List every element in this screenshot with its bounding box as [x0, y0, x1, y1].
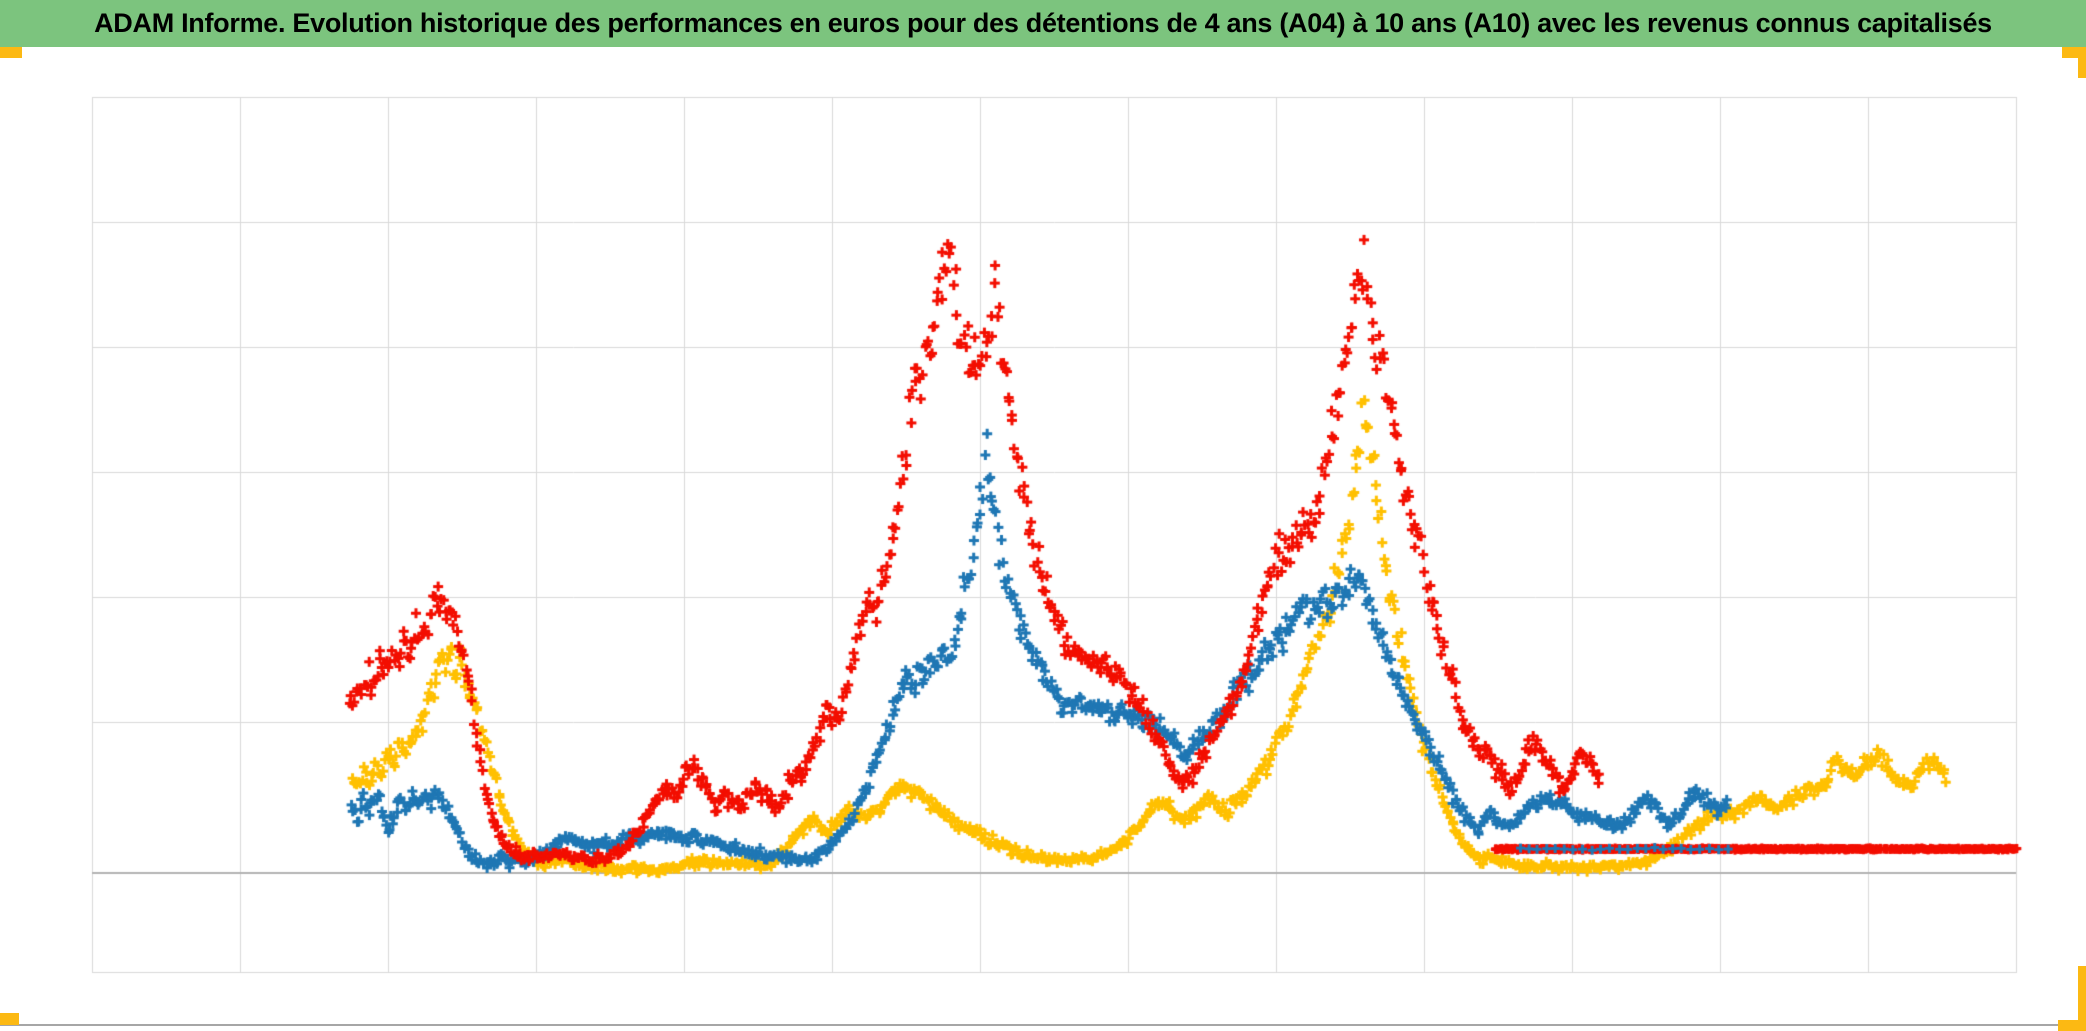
corner-accent-top-left [0, 47, 22, 58]
corner-accent-bottom-left [0, 1013, 19, 1025]
corner-accent-top-right-stub [2078, 47, 2086, 78]
title-bar: ADAM Informe. Evolution historique des p… [0, 0, 2086, 47]
corner-accent-top-right-bar [2062, 47, 2086, 58]
bottom-divider [0, 1024, 2086, 1026]
report-title: ADAM Informe. Evolution historique des p… [94, 8, 1992, 38]
corner-accent-bottom-right-bar [2058, 1020, 2086, 1031]
corner-accent-bottom-right-stub [2078, 966, 2086, 1031]
